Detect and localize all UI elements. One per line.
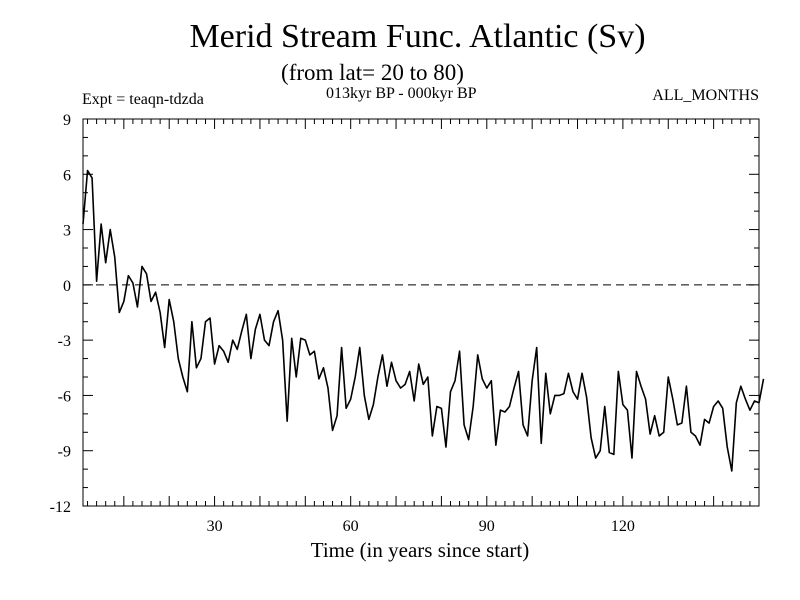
x-tick-label: 60 bbox=[343, 518, 359, 535]
y-tick-label: 9 bbox=[63, 112, 71, 129]
x-axis-title: Time (in years since start) bbox=[311, 538, 530, 562]
y-tick-label: 0 bbox=[63, 278, 71, 295]
period-label: 013kyr BP - 000kyr BP bbox=[326, 85, 477, 102]
plot-frame bbox=[82, 118, 760, 507]
x-tick-label: 30 bbox=[207, 518, 223, 535]
y-tick-label: -9 bbox=[58, 444, 71, 461]
series-line bbox=[82, 169, 765, 472]
experiment-label: Expt = teaqn-tdzda bbox=[82, 91, 204, 108]
season-label: ALL_MONTHS bbox=[652, 87, 759, 104]
y-tick-label: -3 bbox=[58, 333, 71, 350]
chart-title: Merid Stream Func. Atlantic (Sv) bbox=[189, 18, 646, 55]
x-tick-label: 90 bbox=[479, 518, 495, 535]
y-tick-label: -12 bbox=[50, 499, 71, 516]
ticks-layer bbox=[83, 119, 759, 506]
chart-subtitle: (from lat= 20 to 80) bbox=[281, 60, 464, 85]
y-tick-label: 6 bbox=[63, 167, 71, 184]
y-tick-label: 3 bbox=[63, 223, 71, 240]
x-tick-label: 120 bbox=[611, 518, 635, 535]
y-tick-label: -6 bbox=[58, 388, 71, 405]
